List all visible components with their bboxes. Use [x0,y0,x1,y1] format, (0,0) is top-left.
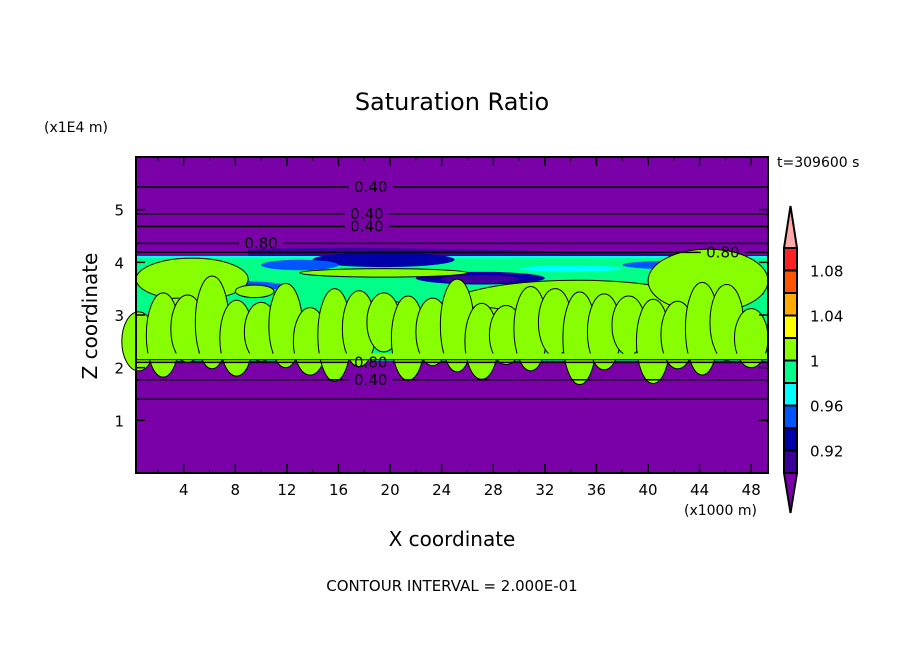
colorbar-tick-label: 1.08 [810,263,843,281]
moist-streak-6 [261,259,339,271]
moist-streak-0 [312,252,455,268]
moist-streak-7 [519,265,623,272]
supersaturated-region-4 [299,268,468,278]
supersaturated-region-0 [135,257,249,301]
x-tick-label: 48 [742,481,761,499]
colorbar-tick-label: 1 [810,353,820,371]
contour-label: 0.40 [354,371,387,389]
contour-line-2: 0.40 [136,218,768,236]
supersaturated-region-5 [234,284,275,299]
contour-line-0: 0.40 [136,178,768,196]
contour-line-4: 0.80 [136,243,768,261]
colorbar-swatch [783,292,798,317]
y-tick-label: 3 [114,307,124,325]
x-tick-label: 8 [231,481,241,499]
colorbar-tick-label: 1.04 [810,308,843,326]
x-tick-label: 32 [535,481,554,499]
x-tick-label: 44 [690,481,709,499]
colorbar-swatch [783,269,798,294]
colorbar-swatch [783,382,798,407]
y-tick-label: 4 [114,254,124,272]
contour-label: 0.80 [354,353,387,371]
colorbar-tick-label: 0.96 [810,398,843,416]
y-axis-unit: (x1E4 m) [44,120,108,136]
x-axis-label-text: X coordinate [388,527,516,551]
x-tick-label: 36 [587,481,606,499]
contour-line-1: 0.40 [136,205,768,223]
contour-line-5: 0.80 [136,353,768,371]
contour-label: 0.40 [354,178,387,196]
x-tick-label: 28 [484,481,503,499]
chart-title: Saturation Ratio [354,88,550,116]
x-tick-label: 24 [432,481,451,499]
colorbar-swatch [783,404,798,429]
x-tick-label: 40 [639,481,658,499]
x-tick-label: 20 [381,481,400,499]
colorbar-swatch [783,427,798,452]
contour-line-6: 0.40 [136,371,768,389]
x-axis-unit: (x1000 m) [684,503,757,519]
y-tick-label: 2 [114,360,124,378]
x-axis-label: X coordinate [0,527,904,551]
colorbar-swatch [783,247,798,272]
colorbar-tick-label: 0.92 [810,443,843,461]
contour-interval-footer: CONTOUR INTERVAL = 2.000E-01 [326,577,578,595]
contour-label: 0.40 [350,218,383,236]
colorbar-swatch [783,314,798,339]
contour-label: 0.40 [350,205,383,223]
x-tick-label: 4 [179,481,189,499]
colorbar-swatch [783,337,798,362]
x-tick-label: 16 [329,481,348,499]
contour-label: 0.80 [706,243,739,261]
y-tick-label: 5 [114,202,124,220]
contour-label: 0.80 [244,234,277,252]
time-label: t=309600 s [777,155,860,171]
colorbar-swatch [783,449,798,474]
x-tick-label: 12 [277,481,296,499]
colorbar-swatch [783,359,798,384]
supersaturated-base [136,353,768,360]
colorbar-min-arrow [782,472,799,514]
contour-line-3: 0.80 [136,234,768,252]
colorbar-max-arrow [782,205,799,249]
y-tick-label: 1 [114,412,124,430]
